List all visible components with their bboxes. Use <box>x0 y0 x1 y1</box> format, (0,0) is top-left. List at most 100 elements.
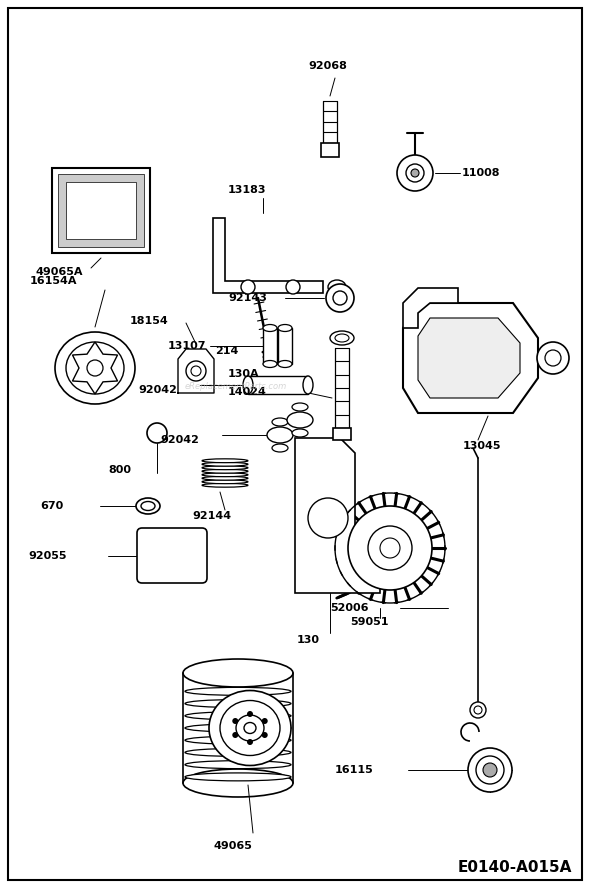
Ellipse shape <box>278 361 292 368</box>
Text: 92068: 92068 <box>308 61 347 71</box>
Ellipse shape <box>330 331 354 345</box>
Text: 92055: 92055 <box>28 551 67 561</box>
Polygon shape <box>403 303 538 413</box>
Circle shape <box>308 498 348 538</box>
Text: 14024: 14024 <box>228 387 267 397</box>
Circle shape <box>333 291 347 305</box>
Ellipse shape <box>244 723 256 733</box>
Text: 92144: 92144 <box>192 511 231 521</box>
Bar <box>263 328 277 364</box>
Text: 13107: 13107 <box>168 341 206 351</box>
Circle shape <box>286 280 300 294</box>
Text: 49065: 49065 <box>213 841 252 851</box>
Text: 18154: 18154 <box>130 316 169 326</box>
Bar <box>248 376 308 394</box>
Bar <box>278 328 292 364</box>
Bar <box>58 174 144 247</box>
Ellipse shape <box>55 332 135 404</box>
Ellipse shape <box>292 403 308 411</box>
Ellipse shape <box>202 480 248 484</box>
Ellipse shape <box>220 701 280 756</box>
Text: 92042: 92042 <box>138 385 177 395</box>
Ellipse shape <box>272 444 288 452</box>
Ellipse shape <box>272 418 288 426</box>
Circle shape <box>470 702 486 718</box>
Circle shape <box>262 718 268 724</box>
Circle shape <box>147 423 167 443</box>
Ellipse shape <box>185 687 291 695</box>
Circle shape <box>476 756 504 784</box>
Ellipse shape <box>185 736 291 744</box>
Bar <box>52 168 150 253</box>
Ellipse shape <box>335 334 349 342</box>
Polygon shape <box>73 342 117 394</box>
Polygon shape <box>213 218 323 293</box>
Circle shape <box>474 706 482 714</box>
Circle shape <box>483 763 497 777</box>
Circle shape <box>262 732 268 738</box>
Polygon shape <box>295 438 380 593</box>
Circle shape <box>232 732 238 738</box>
Ellipse shape <box>202 476 248 480</box>
Text: E0140-A015A: E0140-A015A <box>458 860 572 875</box>
Ellipse shape <box>243 376 253 394</box>
Ellipse shape <box>328 280 346 294</box>
Ellipse shape <box>185 761 291 769</box>
FancyBboxPatch shape <box>137 528 207 583</box>
Circle shape <box>232 718 238 724</box>
Text: 130A: 130A <box>228 369 260 379</box>
Ellipse shape <box>202 483 248 488</box>
Circle shape <box>348 506 432 590</box>
Ellipse shape <box>267 427 293 443</box>
Text: 49065A: 49065A <box>35 267 83 277</box>
Ellipse shape <box>185 712 291 720</box>
Polygon shape <box>418 318 520 398</box>
Circle shape <box>326 284 354 312</box>
Text: 11008: 11008 <box>462 168 500 178</box>
Circle shape <box>397 155 433 191</box>
Ellipse shape <box>185 700 291 708</box>
Circle shape <box>247 711 253 717</box>
Circle shape <box>380 538 400 558</box>
Ellipse shape <box>287 412 313 428</box>
Circle shape <box>468 748 512 792</box>
Polygon shape <box>403 288 458 328</box>
Text: 52006: 52006 <box>330 603 369 613</box>
Circle shape <box>368 526 412 570</box>
Text: 214: 214 <box>215 346 238 356</box>
Ellipse shape <box>202 470 248 473</box>
Ellipse shape <box>292 429 308 437</box>
Ellipse shape <box>136 498 160 514</box>
Circle shape <box>545 350 561 366</box>
Ellipse shape <box>183 769 293 797</box>
Text: 16154A: 16154A <box>30 276 77 286</box>
Text: 670: 670 <box>40 501 63 511</box>
Ellipse shape <box>303 376 313 394</box>
Ellipse shape <box>202 463 248 466</box>
Ellipse shape <box>202 472 248 477</box>
Ellipse shape <box>185 749 291 757</box>
Ellipse shape <box>141 502 155 511</box>
Circle shape <box>537 342 569 374</box>
Ellipse shape <box>278 324 292 331</box>
Ellipse shape <box>209 691 291 765</box>
Text: 92042: 92042 <box>160 435 199 445</box>
Text: 13045: 13045 <box>463 441 502 451</box>
Text: 800: 800 <box>108 465 131 475</box>
Text: eReplacementParts.com: eReplacementParts.com <box>185 382 287 391</box>
Text: 130: 130 <box>297 635 320 645</box>
Text: 16115: 16115 <box>335 765 373 775</box>
Ellipse shape <box>66 342 124 394</box>
Text: 13183: 13183 <box>228 185 267 195</box>
Ellipse shape <box>236 715 264 741</box>
Ellipse shape <box>263 361 277 368</box>
Bar <box>66 182 136 239</box>
Circle shape <box>406 164 424 182</box>
Circle shape <box>411 169 419 177</box>
Ellipse shape <box>263 324 277 331</box>
Ellipse shape <box>183 659 293 687</box>
Ellipse shape <box>202 459 248 463</box>
Bar <box>321 143 339 157</box>
Text: 59051: 59051 <box>350 617 388 627</box>
Circle shape <box>191 366 201 376</box>
